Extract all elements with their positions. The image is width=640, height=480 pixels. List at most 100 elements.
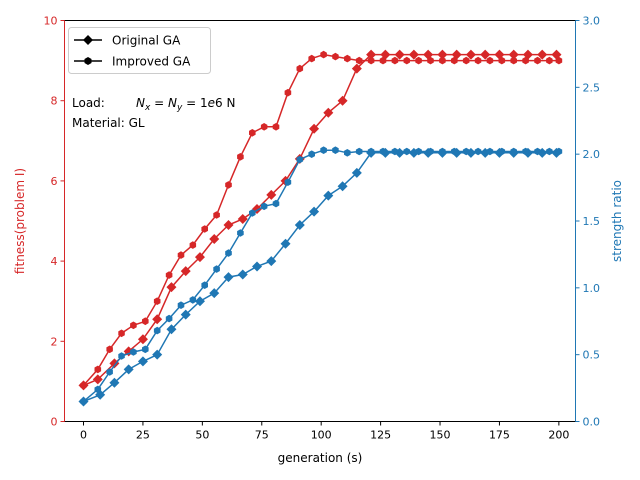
- data-point-diamond: [237, 213, 248, 224]
- data-point-hexagon: [153, 297, 161, 305]
- series-improved-right: [80, 146, 563, 406]
- data-point-hexagon: [415, 147, 422, 156]
- data-point-hexagon: [462, 147, 470, 156]
- data-point-hexagon: [296, 155, 304, 164]
- x-tick-label: 75: [255, 429, 269, 442]
- data-point-hexagon: [80, 397, 87, 406]
- annotation-material: Material: GL: [72, 116, 145, 130]
- data-point-hexagon: [201, 225, 208, 233]
- data-point-diamond: [223, 220, 234, 231]
- data-point-diamond: [351, 63, 362, 74]
- x-tick-label: 0: [80, 429, 87, 442]
- data-point-diamond: [152, 349, 163, 360]
- series-layer: [78, 49, 563, 407]
- data-point-hexagon: [272, 199, 280, 208]
- data-point-diamond: [237, 269, 248, 280]
- data-point-diamond: [137, 356, 148, 367]
- data-point-hexagon: [189, 241, 197, 249]
- data-point-diamond: [537, 49, 548, 60]
- right-y-tick-label: 2.5: [583, 81, 601, 94]
- series-line: [83, 152, 557, 403]
- data-point-diamond: [408, 49, 419, 60]
- legend-frame: [68, 27, 211, 74]
- data-point-hexagon: [237, 229, 244, 237]
- data-point-hexagon: [344, 54, 351, 63]
- data-point-diamond: [323, 107, 334, 118]
- series-original-right: [78, 147, 562, 407]
- data-point-diamond: [394, 49, 405, 60]
- data-point-diamond: [366, 49, 377, 60]
- data-point-hexagon: [213, 211, 220, 219]
- x-tick-label: 100: [311, 429, 332, 442]
- data-point-hexagon: [534, 147, 541, 156]
- data-point-hexagon: [165, 271, 173, 279]
- data-point-hexagon: [355, 56, 363, 65]
- data-point-hexagon: [284, 88, 292, 97]
- right-y-tick-label: 3.0: [583, 15, 601, 28]
- data-point-hexagon: [451, 147, 458, 156]
- data-point-diamond: [465, 49, 476, 60]
- data-point-hexagon: [225, 249, 232, 257]
- data-point-hexagon: [320, 50, 327, 59]
- ticks-layer: 0 25 50 75 100 125 150 175 200 0 2 4 6 8 10 0.0 0.5 1.0 1.…: [44, 15, 601, 442]
- data-point-diamond: [437, 49, 448, 60]
- data-point-hexagon: [555, 56, 563, 65]
- left-y-tick-label: 4: [51, 255, 58, 268]
- right-y-tick-label: 0.0: [583, 416, 601, 429]
- x-tick-label: 150: [430, 429, 451, 442]
- data-point-hexagon: [106, 345, 113, 354]
- load-nx-sub: x: [144, 103, 151, 113]
- data-point-hexagon: [462, 56, 470, 65]
- series-improved-left: [80, 50, 563, 390]
- x-tick-label: 200: [548, 429, 569, 442]
- data-point-hexagon: [142, 317, 149, 326]
- legend: Original GA Improved GA: [68, 27, 211, 74]
- data-point-hexagon: [118, 352, 125, 360]
- annotation-load: Load: Nx = Ny = 1e6 N Material: GL: [72, 96, 235, 130]
- data-point-hexagon: [249, 209, 256, 217]
- data-point-hexagon: [534, 56, 541, 65]
- load-ny-sub: y: [176, 103, 183, 113]
- data-point-hexagon: [403, 147, 410, 156]
- right-y-tick-label: 0.5: [583, 349, 601, 362]
- data-point-diamond: [252, 261, 263, 272]
- left-y-tick-label: 6: [51, 175, 58, 188]
- data-point-diamond: [194, 252, 205, 263]
- data-point-hexagon: [474, 56, 482, 65]
- data-point-diamond: [280, 238, 291, 249]
- data-point-diamond: [209, 288, 220, 299]
- data-point-hexagon: [284, 178, 292, 186]
- data-point-hexagon: [80, 381, 87, 390]
- data-point-diamond: [194, 296, 205, 307]
- right-y-tick-label: 1.5: [583, 215, 601, 228]
- data-point-hexagon: [332, 146, 339, 154]
- data-point-hexagon: [237, 153, 244, 161]
- data-point-hexagon: [439, 147, 446, 156]
- series-original-left: [78, 49, 562, 391]
- data-point-diamond: [209, 234, 220, 245]
- data-point-diamond: [337, 181, 348, 192]
- data-point-diamond: [294, 220, 305, 231]
- data-point-hexagon: [94, 365, 102, 374]
- data-point-diamond: [92, 374, 103, 385]
- data-point-hexagon: [177, 301, 185, 309]
- data-point-hexagon: [498, 147, 506, 156]
- data-point-hexagon: [451, 56, 458, 65]
- load-e: e: [208, 96, 215, 110]
- data-point-hexagon: [510, 147, 517, 156]
- left-y-axis-label: fitness(problem I): [13, 168, 27, 274]
- data-point-diamond: [351, 167, 362, 178]
- data-point-diamond: [109, 358, 120, 369]
- data-point-hexagon: [320, 146, 327, 154]
- data-point-hexagon: [189, 296, 197, 304]
- data-point-hexagon: [165, 314, 173, 323]
- left-y-tick-label: 8: [51, 95, 58, 108]
- left-y-tick-label: 2: [51, 335, 58, 348]
- data-point-diamond: [266, 189, 277, 200]
- data-point-hexagon: [260, 123, 268, 131]
- x-axis-label: generation (s): [278, 451, 363, 465]
- data-point-hexagon: [367, 147, 375, 156]
- data-point-hexagon: [332, 52, 339, 61]
- data-point-hexagon: [415, 56, 422, 65]
